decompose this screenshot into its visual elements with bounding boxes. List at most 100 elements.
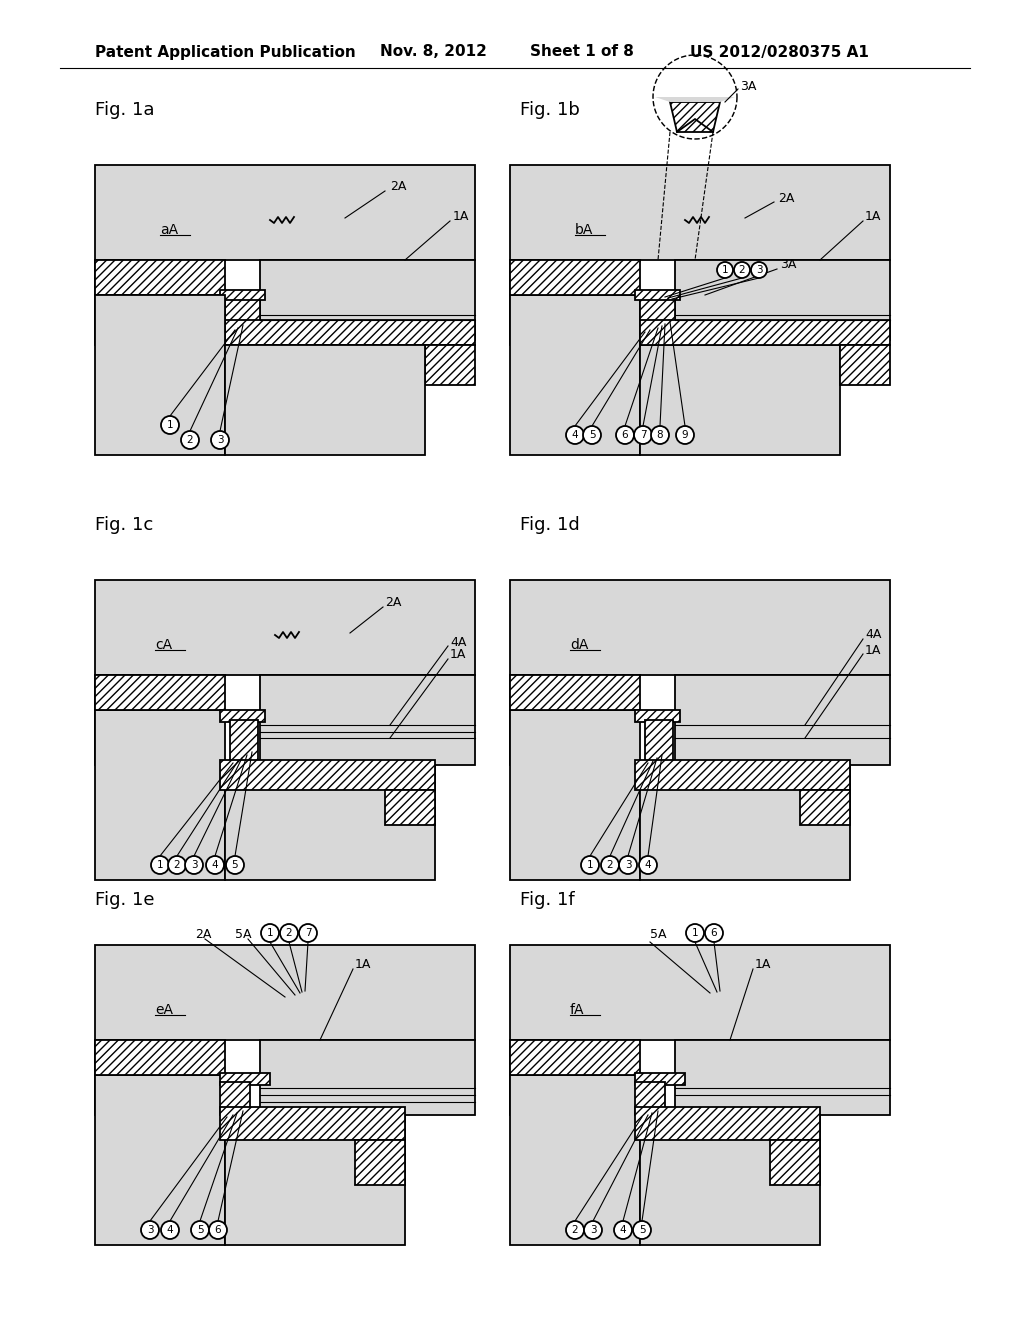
Circle shape: [181, 432, 199, 449]
Circle shape: [705, 924, 723, 942]
Text: 3: 3: [190, 861, 198, 870]
Bar: [425, 345, 475, 385]
Text: 5: 5: [197, 1225, 204, 1236]
Circle shape: [299, 924, 317, 942]
Bar: [800, 789, 850, 825]
Text: 5A: 5A: [234, 928, 252, 941]
Bar: [95, 710, 225, 880]
Text: dA: dA: [570, 638, 589, 652]
Bar: [510, 294, 640, 455]
Text: 6: 6: [215, 1225, 221, 1236]
Bar: [95, 260, 225, 294]
Text: cA: cA: [155, 638, 172, 652]
Circle shape: [583, 426, 601, 444]
Circle shape: [751, 261, 767, 279]
Text: 1: 1: [167, 420, 173, 430]
Bar: [840, 345, 890, 385]
Bar: [640, 294, 675, 335]
Text: 1A: 1A: [453, 210, 469, 223]
Circle shape: [566, 1221, 584, 1239]
Circle shape: [151, 855, 169, 874]
Bar: [260, 1040, 475, 1115]
Circle shape: [206, 855, 224, 874]
Circle shape: [161, 1221, 179, 1239]
Bar: [635, 1082, 665, 1115]
Circle shape: [566, 426, 584, 444]
Text: 4: 4: [620, 1225, 627, 1236]
Bar: [510, 1074, 640, 1245]
Bar: [260, 260, 475, 341]
Bar: [675, 1040, 890, 1115]
Text: 3: 3: [625, 861, 632, 870]
Bar: [640, 345, 840, 455]
Polygon shape: [510, 1040, 640, 1115]
Text: 3A: 3A: [780, 259, 797, 272]
Bar: [225, 345, 425, 455]
Circle shape: [191, 1221, 209, 1239]
Bar: [510, 945, 890, 1040]
Text: 3: 3: [590, 1225, 596, 1236]
Text: 4: 4: [571, 430, 579, 440]
Bar: [635, 1073, 685, 1085]
Text: 4: 4: [645, 861, 651, 870]
Text: 7: 7: [305, 928, 311, 939]
Text: 2A: 2A: [390, 181, 407, 194]
Circle shape: [161, 416, 179, 434]
Polygon shape: [510, 260, 640, 345]
Circle shape: [618, 855, 637, 874]
Bar: [95, 675, 225, 710]
Text: 2: 2: [606, 861, 613, 870]
Text: Fig. 1c: Fig. 1c: [95, 516, 154, 535]
Text: bA: bA: [575, 223, 593, 238]
Circle shape: [581, 855, 599, 874]
Text: 5A: 5A: [650, 928, 667, 941]
Bar: [225, 1115, 406, 1245]
Polygon shape: [510, 675, 640, 766]
Bar: [510, 675, 640, 710]
Bar: [95, 579, 475, 675]
Polygon shape: [670, 102, 720, 132]
Circle shape: [639, 855, 657, 874]
Text: Fig. 1e: Fig. 1e: [95, 891, 155, 909]
Text: 5: 5: [589, 430, 595, 440]
Text: Fig. 1b: Fig. 1b: [520, 102, 580, 119]
Circle shape: [280, 924, 298, 942]
Bar: [675, 675, 890, 766]
Bar: [645, 719, 673, 766]
Text: Fig. 1a: Fig. 1a: [95, 102, 155, 119]
Bar: [225, 766, 435, 880]
Bar: [220, 760, 435, 789]
Text: 4A: 4A: [450, 635, 466, 648]
Text: 2A: 2A: [385, 595, 401, 609]
Text: Fig. 1f: Fig. 1f: [520, 891, 574, 909]
Bar: [95, 1040, 225, 1074]
Bar: [385, 789, 435, 825]
Text: 3: 3: [146, 1225, 154, 1236]
Text: 1: 1: [691, 928, 698, 939]
Text: 1A: 1A: [450, 648, 466, 661]
Bar: [510, 165, 890, 260]
Text: 3: 3: [217, 436, 223, 445]
Circle shape: [141, 1221, 159, 1239]
Text: 2: 2: [571, 1225, 579, 1236]
Text: 2A: 2A: [195, 928, 211, 941]
Text: 4: 4: [167, 1225, 173, 1236]
Text: Sheet 1 of 8: Sheet 1 of 8: [530, 45, 634, 59]
Circle shape: [734, 261, 750, 279]
Circle shape: [226, 855, 244, 874]
Text: 4A: 4A: [865, 628, 882, 642]
Circle shape: [717, 261, 733, 279]
Text: 5: 5: [231, 861, 239, 870]
Text: 6: 6: [711, 928, 718, 939]
Bar: [510, 579, 890, 675]
Circle shape: [185, 855, 203, 874]
Bar: [220, 1082, 250, 1115]
Text: 2: 2: [174, 861, 180, 870]
Text: 1A: 1A: [355, 958, 372, 972]
Circle shape: [633, 1221, 651, 1239]
Text: 2A: 2A: [778, 191, 795, 205]
Bar: [260, 675, 475, 766]
Text: 9: 9: [682, 430, 688, 440]
Bar: [220, 290, 265, 300]
Text: 1: 1: [587, 861, 593, 870]
